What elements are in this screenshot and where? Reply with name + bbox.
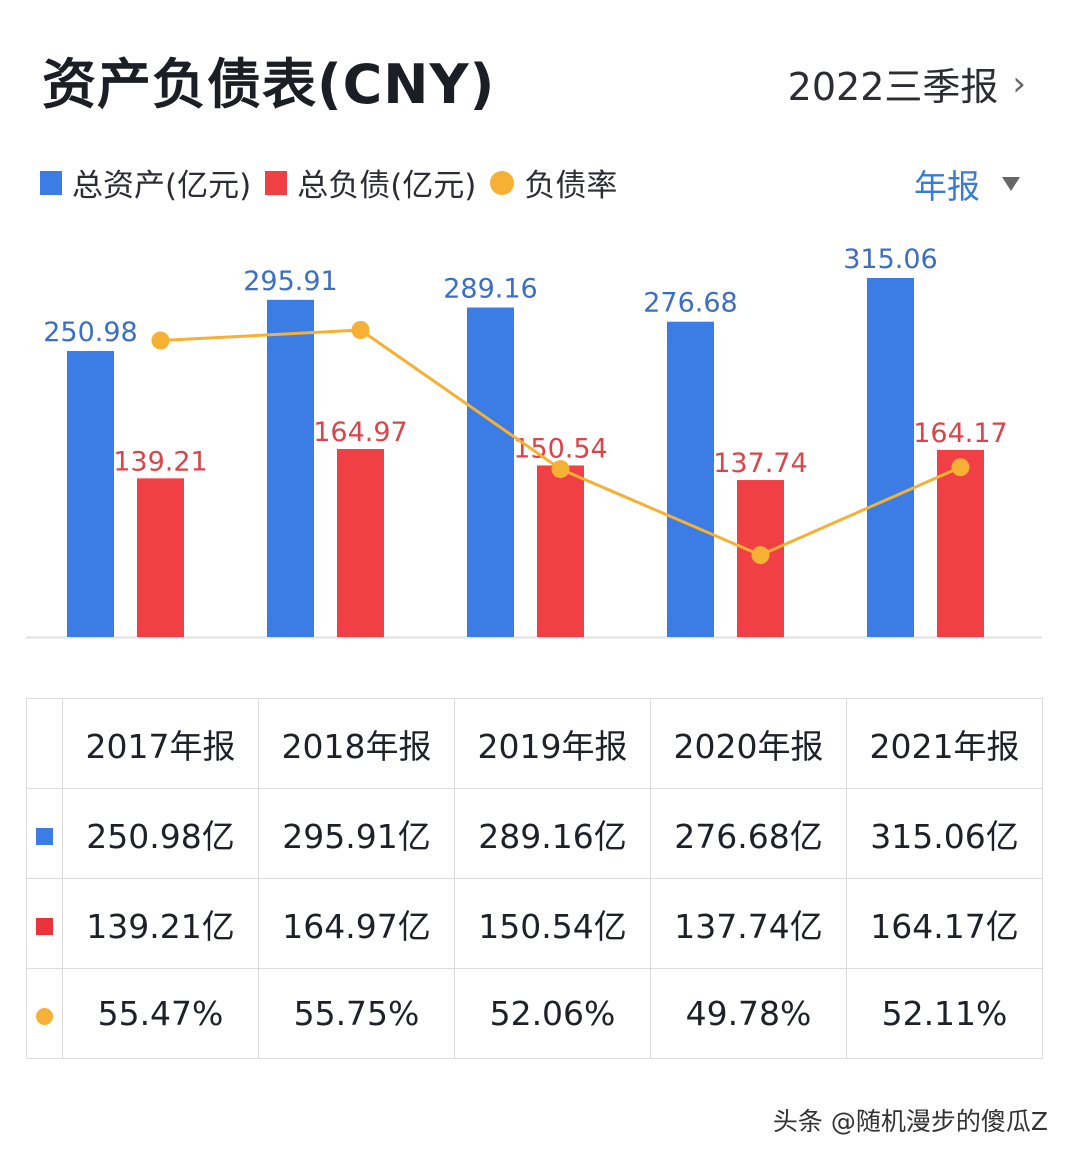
bar-total-assets (467, 307, 514, 637)
point-debt-ratio (751, 546, 770, 565)
table-cell: 137.74亿 (650, 878, 847, 969)
table-header-cell: 2019年报 (454, 698, 651, 789)
table-cell: 150.54亿 (454, 878, 651, 969)
bar-total-assets (867, 277, 914, 637)
table-row-total-liabilities: 139.21亿 164.97亿 150.54亿 137.74亿 164.17亿 (26, 878, 1043, 969)
table-cell: 295.91亿 (258, 788, 455, 879)
bar-total-liabilities (337, 449, 384, 637)
table-cell: 315.06亿 (846, 788, 1043, 879)
point-debt-ratio (351, 321, 370, 339)
table-cell: 52.06% (454, 968, 651, 1059)
table-header-cell: 2020年报 (650, 698, 847, 789)
chevron-right-icon: › (1012, 63, 1026, 104)
legend-label: 总资产(亿元) (72, 168, 252, 204)
watermark: 头条 @随机漫步的傻瓜Z (772, 1107, 1048, 1136)
data-label-total-liabilities: 164.17 (913, 418, 1007, 449)
bar-total-liabilities (137, 478, 184, 637)
table-header-row: 2017年报 2018年报 2019年报 2020年报 2021年报 (26, 698, 1043, 789)
square-icon (36, 918, 53, 935)
table-cell: 250.98亿 (62, 788, 259, 879)
data-label-total-liabilities: 137.74 (713, 448, 807, 479)
circle-icon (490, 170, 515, 195)
point-debt-ratio (551, 460, 570, 479)
square-icon (36, 828, 53, 845)
data-label-total-assets: 276.68 (643, 288, 737, 319)
table-cell: 164.97亿 (258, 878, 455, 969)
bar-total-liabilities (537, 465, 584, 637)
table-cell: 164.17亿 (846, 878, 1043, 969)
bar-total-assets (667, 321, 714, 637)
data-label-total-liabilities: 164.97 (313, 417, 407, 448)
table-row-debt-ratio: 55.47% 55.75% 52.06% 49.78% 52.11% (26, 968, 1043, 1059)
chart-legend: 总资产(亿元) 总负债(亿元) 负债率 (40, 160, 631, 205)
table-header-cell: 2021年报 (846, 698, 1043, 789)
row-marker-cell (26, 968, 63, 1059)
table-header-cell: 2017年报 (62, 698, 259, 789)
row-marker-cell (26, 878, 63, 969)
bar-total-liabilities (937, 449, 984, 637)
data-label-total-assets: 289.16 (443, 274, 537, 305)
row-marker-cell (26, 788, 63, 879)
bar-total-assets (267, 299, 314, 637)
table-cell: 139.21亿 (62, 878, 259, 969)
bar-total-assets (67, 351, 114, 637)
table-corner-cell (26, 698, 63, 789)
data-table: 2017年报 2018年报 2019年报 2020年报 2021年报 250.9… (26, 698, 1043, 1059)
caret-down-icon (1002, 177, 1020, 191)
data-label-total-liabilities: 139.21 (113, 446, 207, 477)
legend-item-total-liabilities[interactable]: 总负债(亿元) (265, 160, 476, 205)
square-icon (265, 170, 288, 195)
point-debt-ratio (951, 458, 970, 477)
frequency-label: 年报 (914, 167, 980, 206)
period-selector[interactable]: 2022三季报 › (788, 56, 1026, 111)
legend-item-total-assets[interactable]: 总资产(亿元) (40, 160, 251, 205)
data-label-total-assets: 250.98 (43, 317, 137, 348)
square-icon (40, 170, 62, 195)
table-cell: 55.47% (62, 968, 259, 1059)
frequency-dropdown[interactable]: 年报 (914, 160, 1020, 208)
balance-sheet-chart: 250.98 139.21 295.91 164.97 289.16 150.54 276.… (26, 244, 1042, 639)
table-cell: 289.16亿 (454, 788, 651, 879)
point-debt-ratio (151, 331, 170, 350)
data-label-total-liabilities: 150.54 (513, 433, 607, 464)
data-label-total-assets: 315.06 (843, 244, 937, 275)
data-label-total-assets: 295.91 (243, 266, 337, 297)
table-row-total-assets: 250.98亿 295.91亿 289.16亿 276.68亿 315.06亿 (26, 788, 1043, 879)
table-cell: 55.75% (258, 968, 455, 1059)
table-cell: 276.68亿 (650, 788, 847, 879)
circle-icon (36, 1008, 53, 1025)
table-header-cell: 2018年报 (258, 698, 455, 789)
page-title: 资产负债表(CNY) (42, 53, 496, 116)
legend-label: 负债率 (524, 168, 618, 204)
legend-label: 总负债(亿元) (297, 168, 477, 204)
table-cell: 52.11% (846, 968, 1043, 1059)
legend-item-debt-ratio[interactable]: 负债率 (490, 160, 617, 205)
table-cell: 49.78% (650, 968, 847, 1059)
period-label: 2022三季报 (787, 65, 999, 109)
